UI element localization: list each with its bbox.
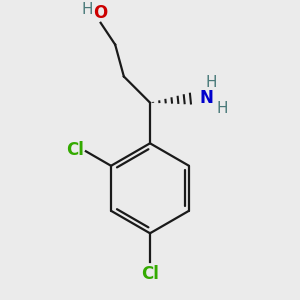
Text: N: N [200, 89, 214, 107]
Text: Cl: Cl [141, 265, 159, 283]
Text: H: H [82, 2, 93, 17]
Text: H: H [217, 101, 228, 116]
Text: Cl: Cl [66, 141, 83, 159]
Text: O: O [94, 4, 108, 22]
Text: H: H [205, 75, 217, 90]
